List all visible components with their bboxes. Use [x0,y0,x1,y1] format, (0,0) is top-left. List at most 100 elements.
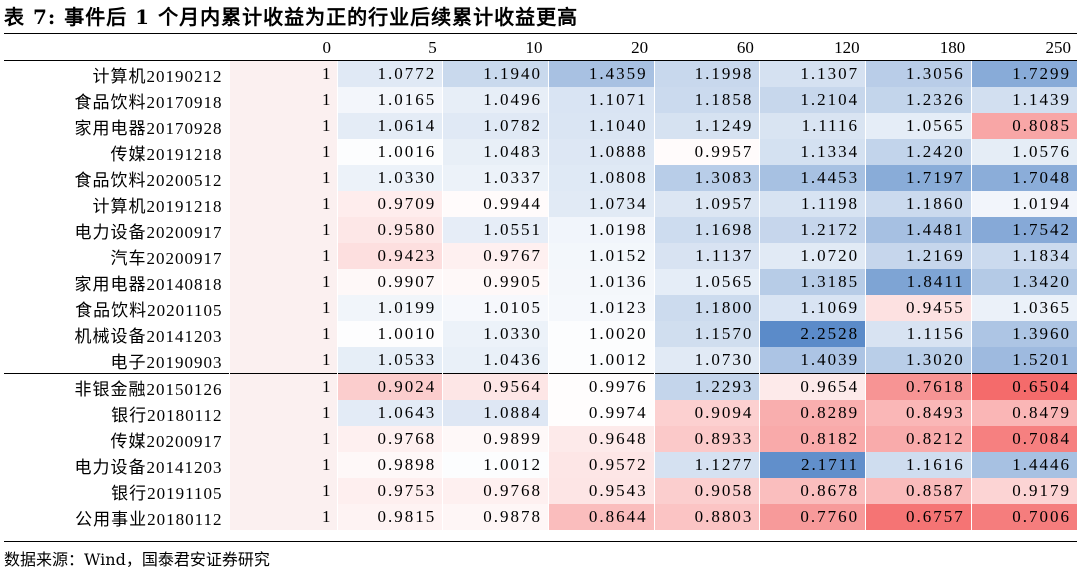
value-cell: 1 [228,400,338,426]
column-header [4,35,230,61]
value-cell: 1.1307 [759,60,866,87]
value-cell: 1 [228,139,338,165]
value-cell: 1.2169 [865,243,972,269]
value-cell: 0.8678 [759,478,866,504]
value-cell: 1.5201 [970,347,1077,374]
value-cell: 0.8933 [653,426,760,452]
value-cell: 0.8644 [547,504,655,530]
value-cell: 1.7197 [865,165,972,191]
value-cell: 1.3020 [865,347,972,374]
value-cell: 0.7760 [759,504,866,530]
table-row: 计算机20191218 1 0.9709 0.9944 1.0734 1.0957 1.11… [4,191,1077,217]
value-cell: 1.2420 [865,139,972,165]
source-note: 数据来源：Wind，国泰君安证券研究 [4,550,270,569]
value-cell: 2.2528 [759,321,866,347]
table-row: 非银金融20150126 1 0.9024 0.9564 0.9976 1.2293 0.9… [4,373,1077,400]
value-cell: 0.9423 [336,243,443,269]
value-cell: 1 [228,191,338,217]
returns-table: 0 5 10 20 60 120 180 250 计算机20190212 1 1.0… [4,35,1077,530]
value-cell: 0.9905 [442,269,549,295]
value-cell: 1.1439 [970,87,1077,113]
value-cell: 1 [228,347,338,374]
table-row: 计算机20190212 1 1.0772 1.1940 1.4359 1.1998 1.13… [4,60,1077,87]
value-cell: 0.6757 [865,504,972,530]
value-cell: 0.9768 [336,426,443,452]
value-cell: 1.3185 [759,269,866,295]
value-cell: 1.0565 [653,269,760,295]
value-cell: 0.9944 [442,191,549,217]
row-label: 汽车20200917 [110,248,223,268]
value-cell: 2.1711 [759,452,866,478]
table-row: 电子20190903 1 1.0533 1.0436 1.0012 1.0730 1.403… [4,347,1077,374]
value-cell: 0.8803 [653,504,760,530]
value-cell: 0.9957 [653,139,760,165]
column-header: 5 [337,35,443,61]
value-cell: 1.4359 [547,60,655,87]
value-cell: 1.0123 [547,295,655,321]
table-row: 家用电器20140818 1 0.9907 0.9905 1.0136 1.0565 1.3… [4,269,1077,295]
value-cell: 0.9094 [653,400,760,426]
value-cell: 1.1940 [442,60,549,87]
value-cell: 1.1040 [547,113,655,139]
value-cell: 0.8212 [865,426,972,452]
value-cell: 1.1998 [653,60,760,87]
row-label: 电子20190903 [110,352,223,372]
value-cell: 1.7542 [970,217,1077,243]
value-cell: 1.2172 [759,217,866,243]
value-cell: 1.0194 [970,191,1077,217]
row-label: 计算机20190212 [92,66,223,86]
value-cell: 1.0782 [442,113,549,139]
table-row: 食品饮料20170918 1 1.0165 1.0496 1.1071 1.1858 1.2… [4,87,1077,113]
value-cell: 0.9455 [865,295,972,321]
value-cell: 0.9976 [547,373,655,400]
row-label: 家用电器20140818 [74,274,223,294]
value-cell: 0.9753 [336,478,443,504]
value-cell: 0.6504 [970,373,1077,400]
value-cell: 1.1834 [970,243,1077,269]
value-cell: 0.8493 [865,400,972,426]
value-cell: 1.0330 [336,165,443,191]
value-cell: 1.0012 [547,347,655,374]
value-cell: 1.4039 [759,347,866,374]
value-cell: 1 [228,373,338,400]
row-label: 银行20191105 [111,483,223,503]
value-cell: 1.1249 [653,113,760,139]
row-label: 传媒20200917 [110,431,223,451]
value-cell: 0.9024 [336,373,443,400]
column-header: 180 [865,35,972,61]
value-cell: 0.7006 [970,504,1077,530]
value-cell: 1.1860 [865,191,972,217]
value-cell: 1 [228,113,338,139]
top-rule [4,33,1077,34]
value-cell: 1.1570 [653,321,760,347]
value-cell: 1.0165 [336,87,443,113]
value-cell: 1.1156 [865,321,972,347]
row-label: 银行20180112 [111,405,223,425]
value-cell: 1.2104 [759,87,866,113]
value-cell: 0.9179 [970,478,1077,504]
value-cell: 0.7618 [865,373,972,400]
value-cell: 1.0730 [653,347,760,374]
value-cell: 0.8182 [759,426,866,452]
value-cell: 1.1858 [653,87,760,113]
value-cell: 1.1334 [759,139,866,165]
value-cell: 0.8289 [759,400,866,426]
value-cell: 1.0105 [442,295,549,321]
value-cell: 1.0533 [336,347,443,374]
value-cell: 1.0808 [547,165,655,191]
value-cell: 1.0888 [547,139,655,165]
value-cell: 1.0643 [336,400,443,426]
value-cell: 0.8479 [970,400,1077,426]
value-cell: 1.1616 [865,452,972,478]
value-cell: 1.0576 [970,139,1077,165]
column-header: 250 [971,35,1077,61]
value-cell: 0.9767 [442,243,549,269]
value-cell: 0.9709 [336,191,443,217]
value-cell: 1.0016 [336,139,443,165]
value-cell: 1.0772 [336,60,443,87]
value-cell: 1 [228,478,338,504]
row-label: 食品饮料20170918 [74,92,223,112]
value-cell: 1.0198 [547,217,655,243]
value-cell: 1.1116 [759,113,866,139]
value-cell: 1 [228,60,338,87]
